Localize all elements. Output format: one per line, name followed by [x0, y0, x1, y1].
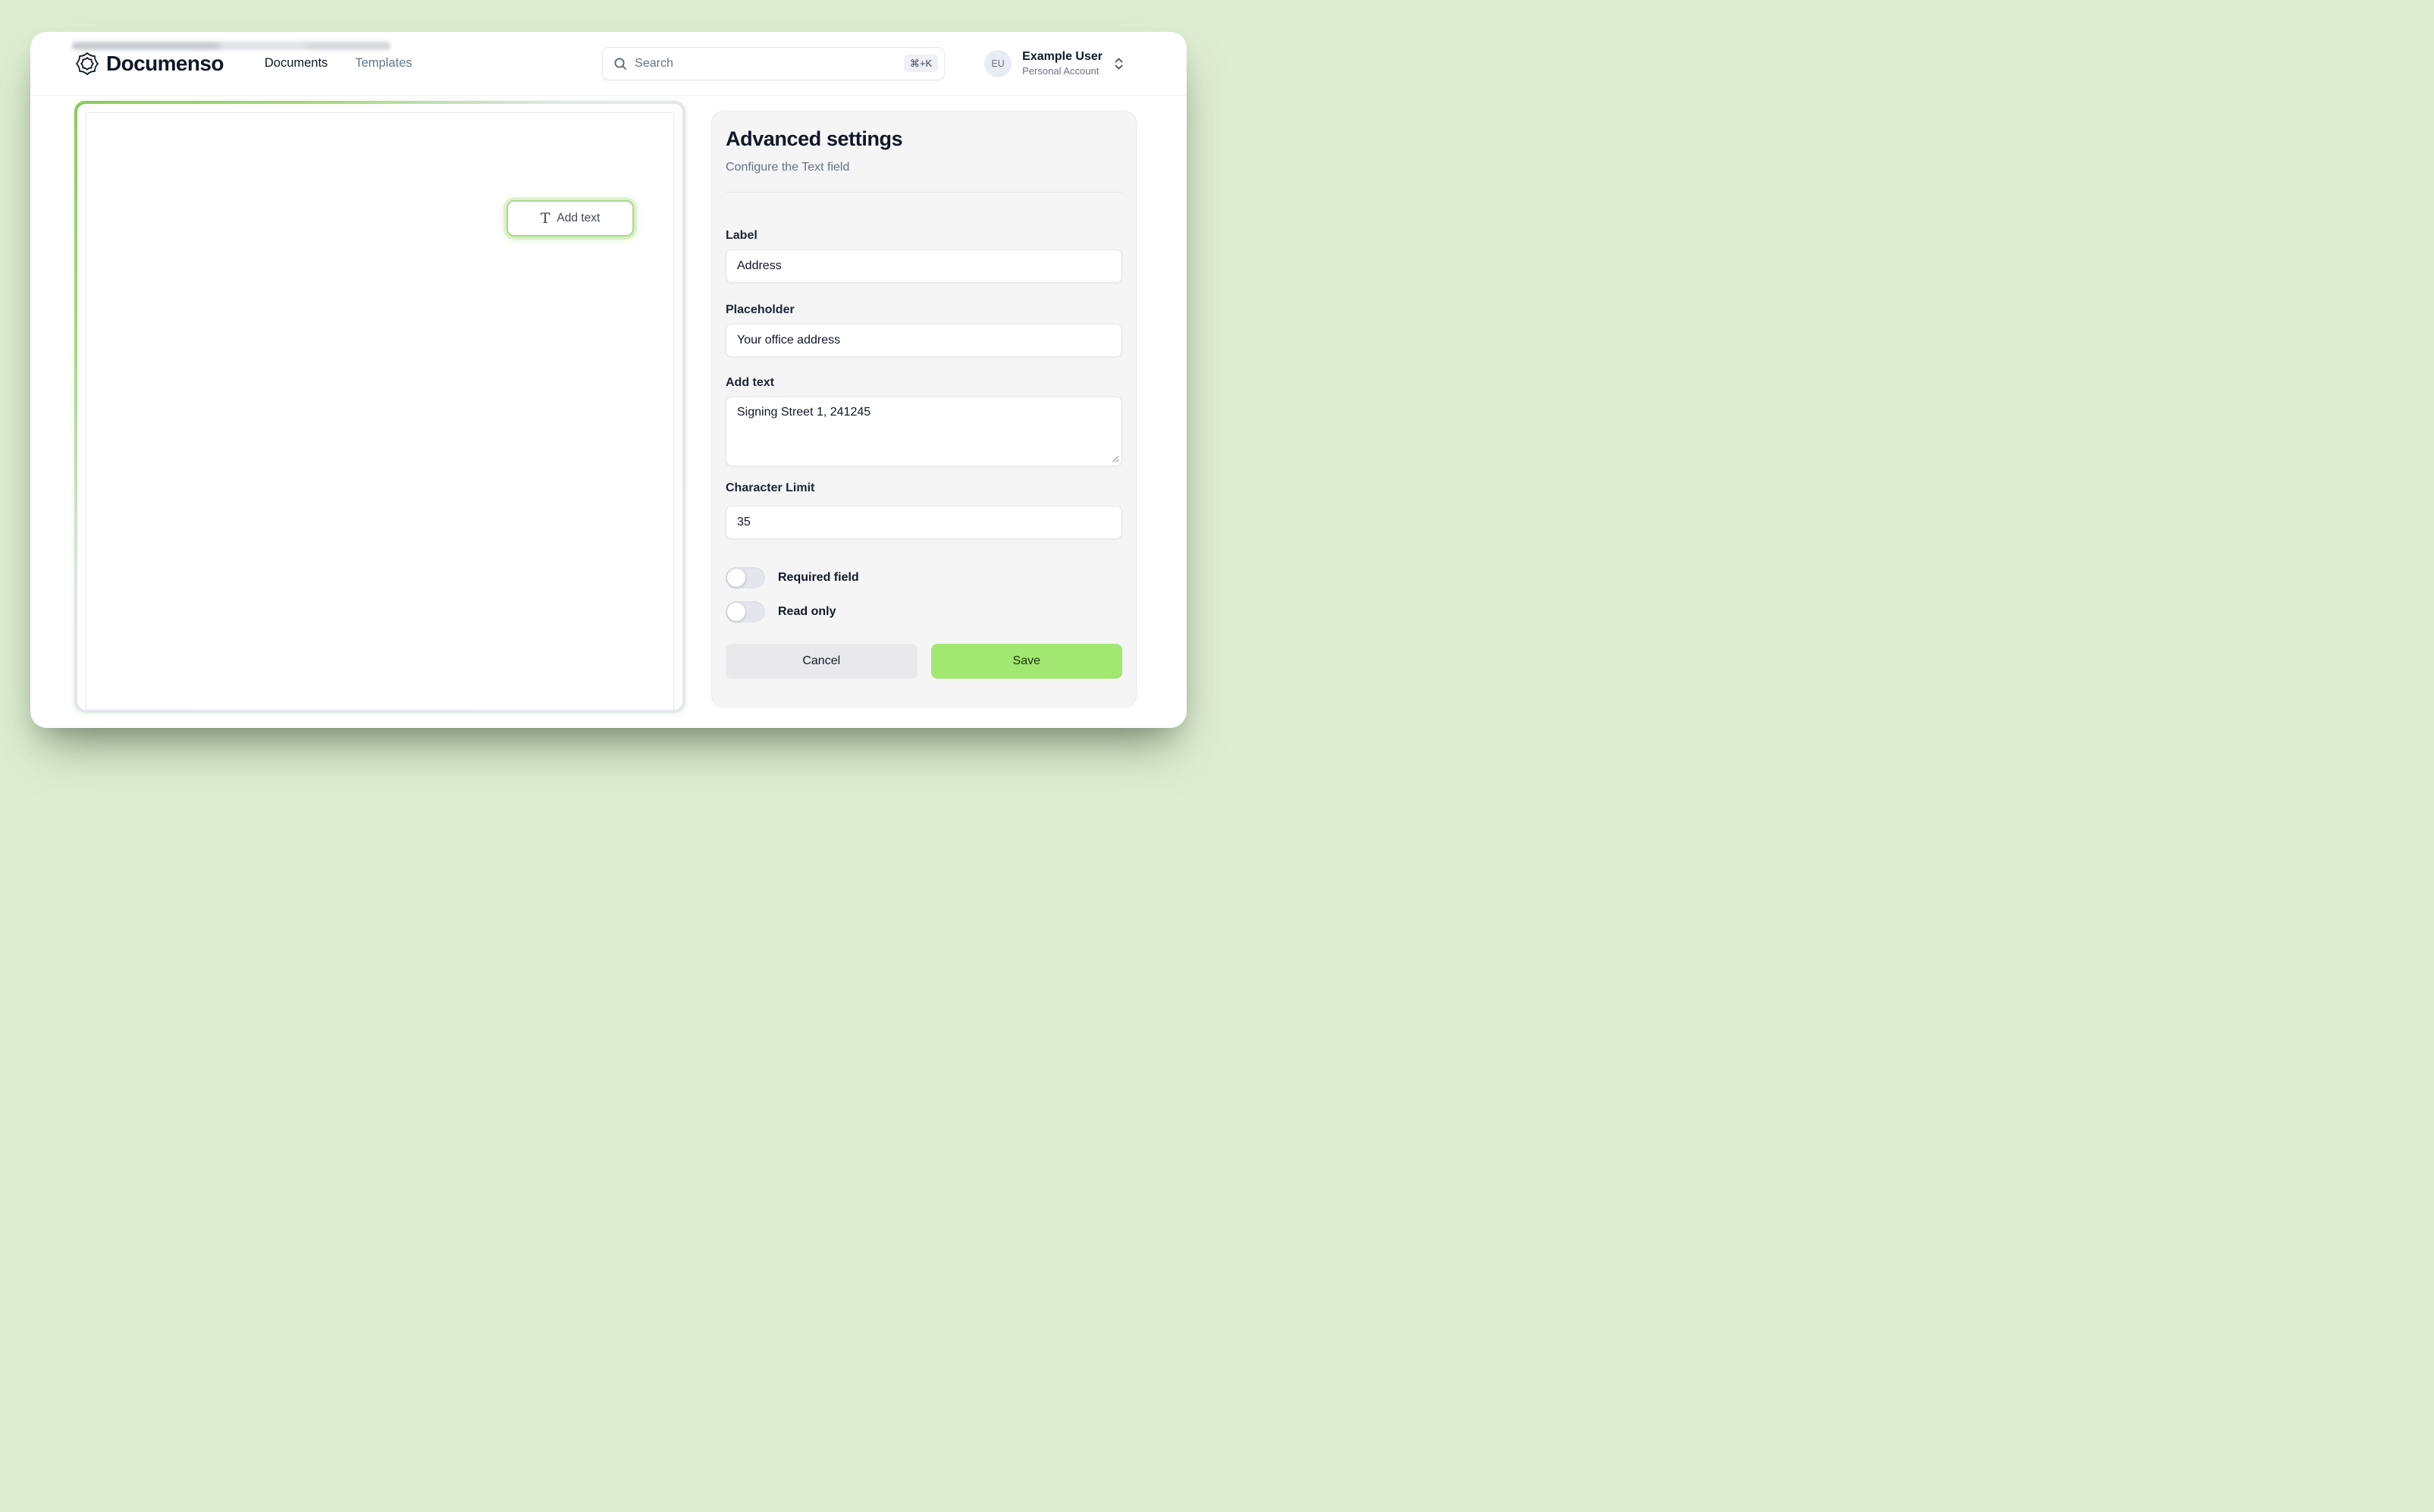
label-field-input[interactable] [726, 249, 1122, 283]
document-canvas: T Add text [77, 104, 682, 710]
required-field-row: Required field [726, 567, 1122, 588]
toggle-knob [727, 569, 745, 587]
add-text-textarea[interactable]: Signing Street 1, 241245 [726, 397, 1122, 466]
placeholder-field-input[interactable] [726, 324, 1122, 357]
page-background: Documenso Documents Templates ⌘+K EU Exa… [0, 0, 1217, 756]
character-limit-input[interactable] [726, 506, 1122, 539]
chevron-up-down-icon [1113, 56, 1124, 71]
cancel-button[interactable]: Cancel [726, 644, 917, 679]
character-limit-label: Character Limit [726, 482, 815, 494]
save-button[interactable]: Save [930, 644, 1122, 679]
brand-logo[interactable]: Documenso [76, 52, 224, 76]
nav-links: Documents Templates [265, 56, 412, 71]
text-field-icon: T [540, 209, 550, 227]
nav-link-templates[interactable]: Templates [355, 56, 412, 70]
required-field-toggle[interactable] [726, 567, 765, 588]
read-only-label: Read only [778, 605, 836, 618]
scrolled-content-ghost [72, 42, 391, 50]
search-box[interactable]: ⌘+K [602, 46, 946, 80]
panel-divider [726, 192, 1122, 193]
nav-link-documents[interactable]: Documents [264, 56, 328, 70]
document-editor-container: T Add text [74, 101, 685, 713]
resize-grip-icon[interactable] [1111, 454, 1119, 463]
user-account-type: Personal Account [1022, 64, 1099, 77]
search-input[interactable] [635, 56, 904, 71]
user-text: Example User Personal Account [1022, 49, 1103, 77]
user-menu[interactable]: EU Example User Personal Account [984, 49, 1124, 77]
search-shortcut-badge: ⌘+K [903, 55, 939, 72]
read-only-row: Read only [726, 601, 1122, 623]
app-window: Documenso Documents Templates ⌘+K EU Exa… [30, 32, 1187, 728]
navbar: Documenso Documents Templates ⌘+K EU Exa… [30, 32, 1187, 96]
advanced-settings-panel: Advanced settings Configure the Text fie… [711, 111, 1137, 707]
avatar: EU [984, 49, 1012, 77]
search-icon [613, 57, 627, 71]
panel-title: Advanced settings [726, 127, 903, 150]
add-text-field-button[interactable]: T Add text [507, 200, 634, 237]
documenso-seal-icon [76, 52, 99, 75]
add-text-textarea-wrap: Signing Street 1, 241245 [726, 397, 1122, 466]
label-field-label: Label [726, 229, 757, 242]
required-field-label: Required field [778, 571, 859, 584]
add-text-field-label-heading: Add text [726, 376, 774, 389]
toggle-knob [727, 603, 745, 621]
add-text-field-label: Add text [557, 212, 601, 224]
panel-subtitle: Configure the Text field [726, 161, 850, 174]
read-only-toggle[interactable] [726, 601, 765, 623]
placeholder-field-label: Placeholder [726, 303, 795, 316]
brand-name: Documenso [106, 51, 224, 75]
user-name: Example User [1022, 49, 1103, 63]
panel-actions: Cancel Save [726, 644, 1122, 679]
